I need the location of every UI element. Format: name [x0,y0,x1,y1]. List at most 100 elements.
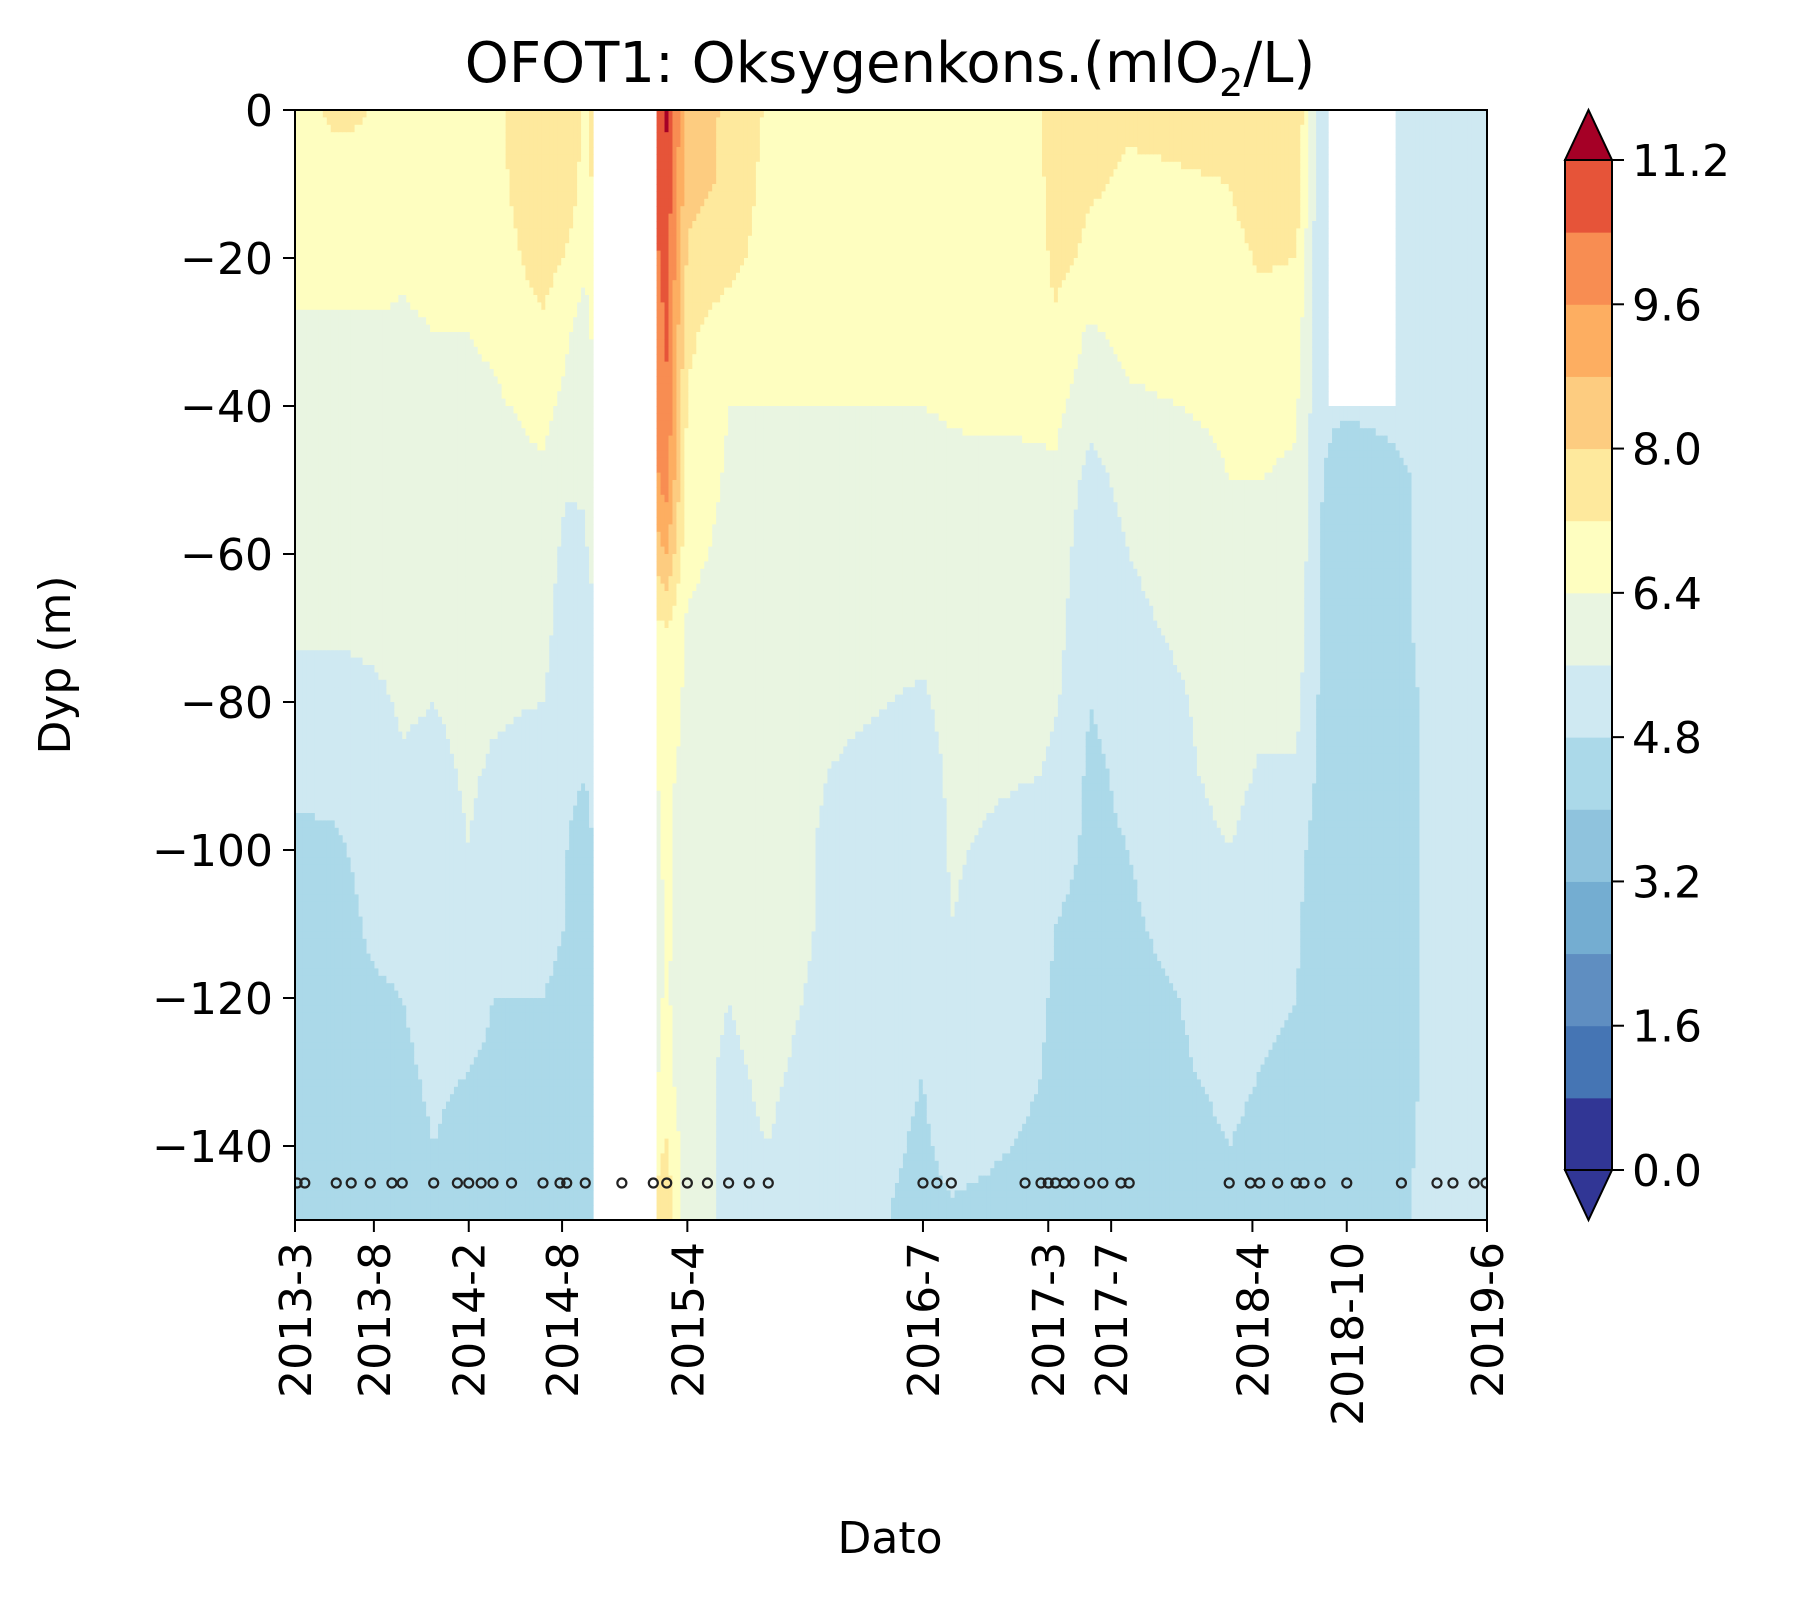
contour-cell [359,806,364,814]
contour-cell [307,717,312,725]
contour-cell [311,813,316,821]
contour-cell [303,302,308,310]
contour-cell [311,140,316,148]
contour-cell [359,872,364,880]
contour-cell [303,798,308,806]
contour-cell [299,820,304,828]
contour-cell [299,1168,304,1176]
contour-cell [327,191,332,199]
contour-cell [303,1168,308,1176]
contour-cell [315,421,320,429]
contour-cell [319,924,324,932]
contour-cell [363,273,368,281]
contour-cell [315,650,320,658]
contour-cell [359,317,364,325]
contour-cell [359,865,364,873]
contour-cell [347,732,352,740]
contour-cell [367,1079,372,1087]
contour-cell [370,1094,375,1102]
contour-cell [311,961,316,969]
contour-cell [343,1131,348,1139]
contour-cell [347,376,352,384]
contour-cell [370,746,375,754]
contour-cell [363,680,368,688]
contour-cell [374,1035,379,1043]
contour-cell [323,1102,328,1110]
contour-cell [311,1168,316,1176]
contour-cell [343,169,348,177]
contour-cell [299,539,304,547]
contour-cell [374,465,379,473]
contour-cell [331,1116,336,1124]
contour-cell [374,843,379,851]
contour-cell [359,672,364,680]
contour-cell [323,524,328,532]
contour-cell [355,1168,360,1176]
contour-cell [335,968,340,976]
contour-cell [307,709,312,717]
contour-cell [367,480,372,488]
contour-cell [339,517,344,525]
contour-cell [299,554,304,562]
contour-cell [374,376,379,384]
contour-cell [370,1131,375,1139]
contour-cell [335,976,340,984]
contour-cell [319,946,324,954]
contour-cell [327,850,332,858]
contour-cell [331,325,336,333]
contour-cell [359,421,364,429]
contour-cell [355,561,360,569]
contour-cell [319,724,324,732]
contour-cell [370,273,375,281]
contour-cell [331,406,336,414]
contour-cell [367,761,372,769]
contour-cell [319,687,324,695]
contour-cell [315,776,320,784]
contour-cell [311,1094,316,1102]
contour-cell [327,273,332,281]
contour-cell [374,783,379,791]
contour-cell [347,273,352,281]
contour-cell [315,658,320,666]
contour-cell [351,1146,356,1154]
contour-cell [319,399,324,407]
contour-cell [331,140,336,148]
contour-cell [370,480,375,488]
contour-cell [311,628,316,636]
contour-cell [355,872,360,880]
contour-cell [367,991,372,999]
contour-cell [374,191,379,199]
contour-cell [359,946,364,954]
contour-cell [355,295,360,303]
contour-cell [307,672,312,680]
contour-cell [363,465,368,473]
contour-cell [351,1013,356,1021]
contour-cell [323,221,328,229]
contour-cell [311,946,316,954]
contour-cell [370,428,375,436]
contour-cell [315,968,320,976]
contour-cell [343,258,348,266]
contour-cell [347,191,352,199]
contour-cell [319,606,324,614]
contour-cell [351,746,356,754]
contour-cell [339,1116,344,1124]
contour-cell [323,887,328,895]
contour-cell [351,857,356,865]
contour-cell [374,902,379,910]
contour-cell [374,362,379,370]
contour-cell [331,495,336,503]
contour-cell [315,1094,320,1102]
contour-cell [319,1168,324,1176]
contour-cell [355,191,360,199]
contour-cell [323,1094,328,1102]
contour-cell [307,339,312,347]
contour-cell [319,791,324,799]
contour-cell [370,184,375,192]
contour-cell [367,214,372,222]
contour-cell [359,820,364,828]
contour-cell [363,635,368,643]
contour-cell [319,939,324,947]
contour-cell [351,968,356,976]
contour-cell [323,376,328,384]
